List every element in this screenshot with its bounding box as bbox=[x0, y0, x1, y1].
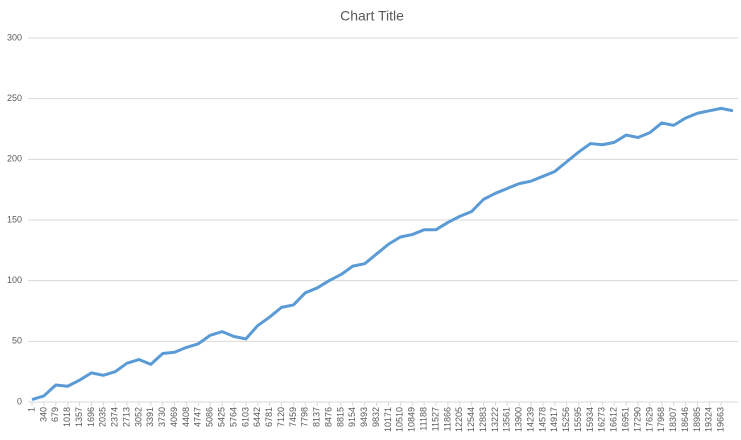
x-tick-label: 7120 bbox=[276, 407, 286, 427]
x-tick-label: 18646 bbox=[680, 407, 690, 432]
x-tick-label: 9154 bbox=[347, 407, 357, 427]
x-tick-label: 17629 bbox=[644, 407, 654, 432]
x-tick-label: 14239 bbox=[525, 407, 535, 432]
x-tick-label: 9832 bbox=[371, 407, 381, 427]
x-tick-label: 1018 bbox=[62, 407, 72, 427]
x-tick-label: 15256 bbox=[561, 407, 571, 432]
x-tick-label: 5764 bbox=[228, 407, 238, 427]
x-tick-label: 15934 bbox=[585, 407, 595, 432]
x-tick-label: 12544 bbox=[466, 407, 476, 432]
x-tick-label: 16612 bbox=[609, 407, 619, 432]
x-tick-label: 18985 bbox=[692, 407, 702, 432]
x-tick-label: 3730 bbox=[157, 407, 167, 427]
x-tick-label: 14917 bbox=[549, 407, 559, 432]
x-tick-label: 7459 bbox=[288, 407, 298, 427]
x-tick-label: 6781 bbox=[264, 407, 274, 427]
x-tick-label: 5086 bbox=[205, 407, 215, 427]
x-tick-label: 1 bbox=[26, 407, 36, 412]
x-tick-label: 14578 bbox=[537, 407, 547, 432]
x-tick-label: 12205 bbox=[454, 407, 464, 432]
y-tick-label: 100 bbox=[7, 275, 22, 285]
x-tick-label: 19663 bbox=[716, 407, 726, 432]
x-tick-label: 17968 bbox=[656, 407, 666, 432]
x-tick-label: 9493 bbox=[359, 407, 369, 427]
x-tick-label: 16273 bbox=[597, 407, 607, 432]
x-tick-label: 2713 bbox=[121, 407, 131, 427]
x-tick-label: 6103 bbox=[240, 407, 250, 427]
x-tick-label: 11527 bbox=[430, 407, 440, 431]
y-tick-label: 300 bbox=[7, 32, 22, 42]
x-tick-label: 15595 bbox=[573, 407, 583, 432]
y-tick-label: 50 bbox=[12, 336, 22, 346]
x-tick-label: 4069 bbox=[169, 407, 179, 427]
x-tick-label: 1357 bbox=[74, 407, 84, 427]
x-tick-label: 13561 bbox=[502, 407, 512, 432]
x-tick-label: 18307 bbox=[668, 407, 678, 432]
x-tick-label: 679 bbox=[50, 407, 60, 422]
x-tick-label: 11188 bbox=[418, 407, 428, 431]
x-tick-label: 340 bbox=[38, 407, 48, 422]
x-tick-label: 19324 bbox=[704, 407, 714, 432]
x-tick-label: 5425 bbox=[216, 407, 226, 427]
x-tick-label: 7798 bbox=[300, 407, 310, 427]
x-tick-label: 2374 bbox=[110, 407, 120, 427]
x-tick-label: 10849 bbox=[407, 407, 417, 432]
x-tick-label: 10171 bbox=[383, 407, 393, 432]
x-tick-label: 12883 bbox=[478, 407, 488, 432]
x-tick-label: 3391 bbox=[145, 407, 155, 427]
y-tick-label: 250 bbox=[7, 93, 22, 103]
x-tick-label: 13900 bbox=[514, 407, 524, 432]
x-tick-label: 4747 bbox=[193, 407, 203, 427]
x-tick-label: 16951 bbox=[621, 407, 631, 432]
x-tick-label: 8815 bbox=[335, 407, 345, 427]
line-series bbox=[31, 106, 734, 402]
y-tick-label: 0 bbox=[17, 396, 22, 406]
x-tick-label: 4408 bbox=[181, 407, 191, 427]
x-tick-label: 2035 bbox=[98, 407, 108, 427]
x-tick-label: 3052 bbox=[133, 407, 143, 427]
x-tick-label: 8476 bbox=[323, 407, 333, 427]
y-tick-label: 200 bbox=[7, 154, 22, 164]
x-tick-label: 1696 bbox=[86, 407, 96, 427]
x-tick-label: 11866 bbox=[442, 407, 452, 431]
x-tick-label: 10510 bbox=[395, 407, 405, 432]
x-tick-label: 8137 bbox=[312, 407, 322, 427]
chart-title: Chart Title bbox=[340, 8, 404, 24]
y-tick-label: 150 bbox=[7, 214, 22, 224]
x-tick-label: 6442 bbox=[252, 407, 262, 427]
x-tick-label: 13222 bbox=[490, 407, 500, 432]
x-tick-label: 17290 bbox=[632, 407, 642, 432]
